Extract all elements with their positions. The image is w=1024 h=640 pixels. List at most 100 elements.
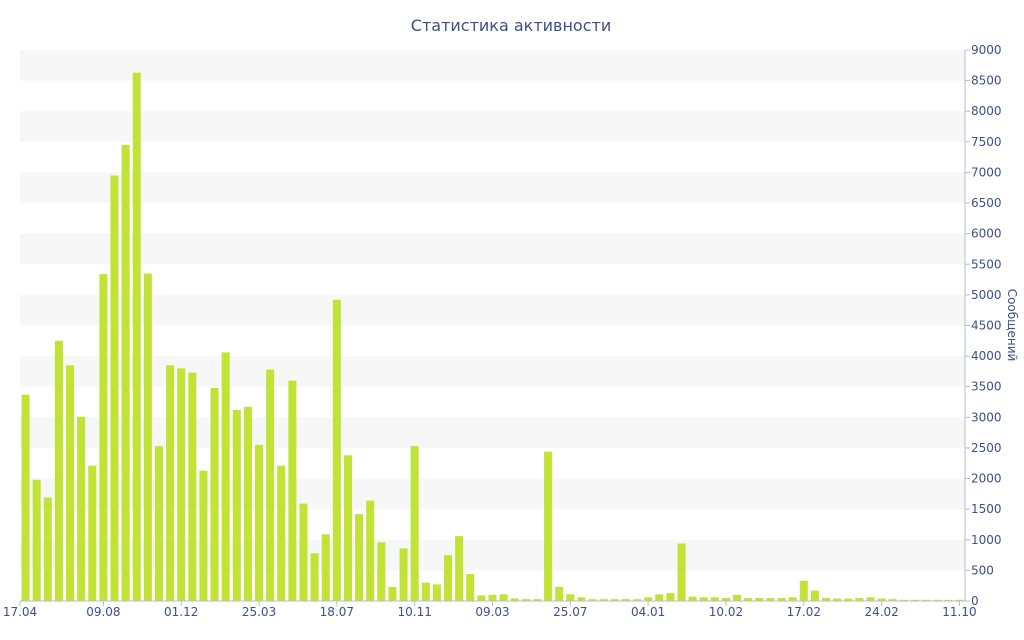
- y-tick-label: 0: [971, 594, 979, 608]
- bar: [922, 599, 931, 601]
- y-tick-label: 3000: [971, 410, 1002, 424]
- y-axis-title: Сообщений: [1005, 289, 1019, 362]
- bar: [110, 175, 119, 601]
- y-tick-label: 5000: [971, 288, 1002, 302]
- bar: [66, 365, 75, 601]
- bar: [43, 497, 52, 601]
- bar: [610, 599, 619, 601]
- x-tick-label: 18.07: [320, 605, 354, 619]
- bar: [633, 599, 642, 601]
- bar: [266, 369, 275, 601]
- y-tick-label: 8500: [971, 74, 1002, 88]
- bar: [377, 542, 386, 601]
- x-tick-label: 09.08: [86, 605, 120, 619]
- bar: [210, 387, 219, 601]
- bar: [555, 586, 564, 601]
- bar: [88, 465, 97, 601]
- bar: [321, 534, 330, 601]
- bar: [810, 590, 819, 601]
- bar: [544, 451, 553, 601]
- x-tick-label: 09.03: [475, 605, 509, 619]
- bar: [744, 597, 753, 601]
- x-tick-label: 10.02: [709, 605, 743, 619]
- bar: [455, 536, 464, 601]
- bar: [77, 416, 86, 601]
- x-axis: 17.04 09.08 01.12 25.03 18.07 10.11 09.03 25.07…: [3, 600, 977, 619]
- bar: [499, 594, 508, 601]
- bar: [32, 479, 41, 601]
- bar: [877, 598, 886, 601]
- x-tick-label: 17.02: [787, 605, 821, 619]
- y-tick-label: 2000: [971, 472, 1002, 486]
- y-tick-label: 1500: [971, 502, 1002, 516]
- bar: [655, 594, 664, 601]
- bar: [466, 574, 475, 601]
- y-axis: 0 500 1000 1500 2000 2500 3000 3500 4000 4500 5000…: [964, 43, 1002, 608]
- bar: [332, 299, 341, 601]
- x-tick-label: 01.12: [164, 605, 198, 619]
- bar: [733, 594, 742, 601]
- y-tick-label: 3500: [971, 380, 1002, 394]
- bar: [777, 597, 786, 601]
- bar: [755, 597, 764, 601]
- bar: [899, 599, 908, 601]
- bar: [232, 409, 241, 601]
- chart-title: Статистика активности: [411, 16, 611, 35]
- x-tick-label: 24.02: [864, 605, 898, 619]
- bar: [822, 597, 831, 601]
- bar: [143, 273, 152, 601]
- bar: [866, 597, 875, 601]
- bar: [132, 72, 141, 601]
- bar: [99, 274, 108, 601]
- bar: [121, 144, 130, 601]
- y-tick-label: 7000: [971, 165, 1002, 179]
- y-tick-label: 4500: [971, 319, 1002, 333]
- y-tick-label: 2500: [971, 441, 1002, 455]
- bar: [488, 594, 497, 601]
- bar: [432, 584, 441, 601]
- x-tick-label: 25.03: [242, 605, 276, 619]
- bar: [910, 599, 919, 601]
- bar: [366, 500, 375, 601]
- bar: [833, 598, 842, 601]
- bar: [844, 598, 853, 601]
- bar: [799, 580, 808, 601]
- bar: [343, 455, 352, 601]
- y-tick-label: 6500: [971, 196, 1002, 210]
- y-tick-label: 7500: [971, 135, 1002, 149]
- grid-band: [20, 233, 965, 265]
- bar: [410, 446, 419, 601]
- bar: [855, 597, 864, 601]
- bar: [444, 555, 453, 601]
- bar: [710, 597, 719, 601]
- bar: [510, 598, 519, 601]
- bar: [944, 599, 953, 601]
- x-tick-label: 25.07: [553, 605, 587, 619]
- grid-band: [20, 50, 965, 81]
- bar: [644, 597, 653, 601]
- bar: [188, 372, 197, 601]
- bar: [255, 444, 264, 601]
- y-tick-label: 8000: [971, 104, 1002, 118]
- bar: [310, 553, 319, 601]
- y-tick-label: 4000: [971, 349, 1002, 363]
- bar: [21, 394, 30, 601]
- bar: [699, 597, 708, 601]
- y-tick-label: 500: [971, 563, 994, 577]
- bar: [154, 446, 163, 601]
- bar: [532, 599, 541, 601]
- bar: [243, 406, 252, 601]
- x-tick-label: 17.04: [3, 605, 37, 619]
- x-tick-label: 04.01: [631, 605, 665, 619]
- y-tick-label: 1000: [971, 533, 1002, 547]
- bar: [421, 582, 430, 601]
- bar: [199, 470, 208, 601]
- bar: [277, 465, 286, 601]
- y-tick-label: 5500: [971, 257, 1002, 271]
- grid-band: [20, 356, 965, 387]
- grid-band: [20, 111, 965, 142]
- bar: [688, 596, 697, 601]
- bar: [666, 593, 675, 601]
- bar-series: [21, 72, 964, 601]
